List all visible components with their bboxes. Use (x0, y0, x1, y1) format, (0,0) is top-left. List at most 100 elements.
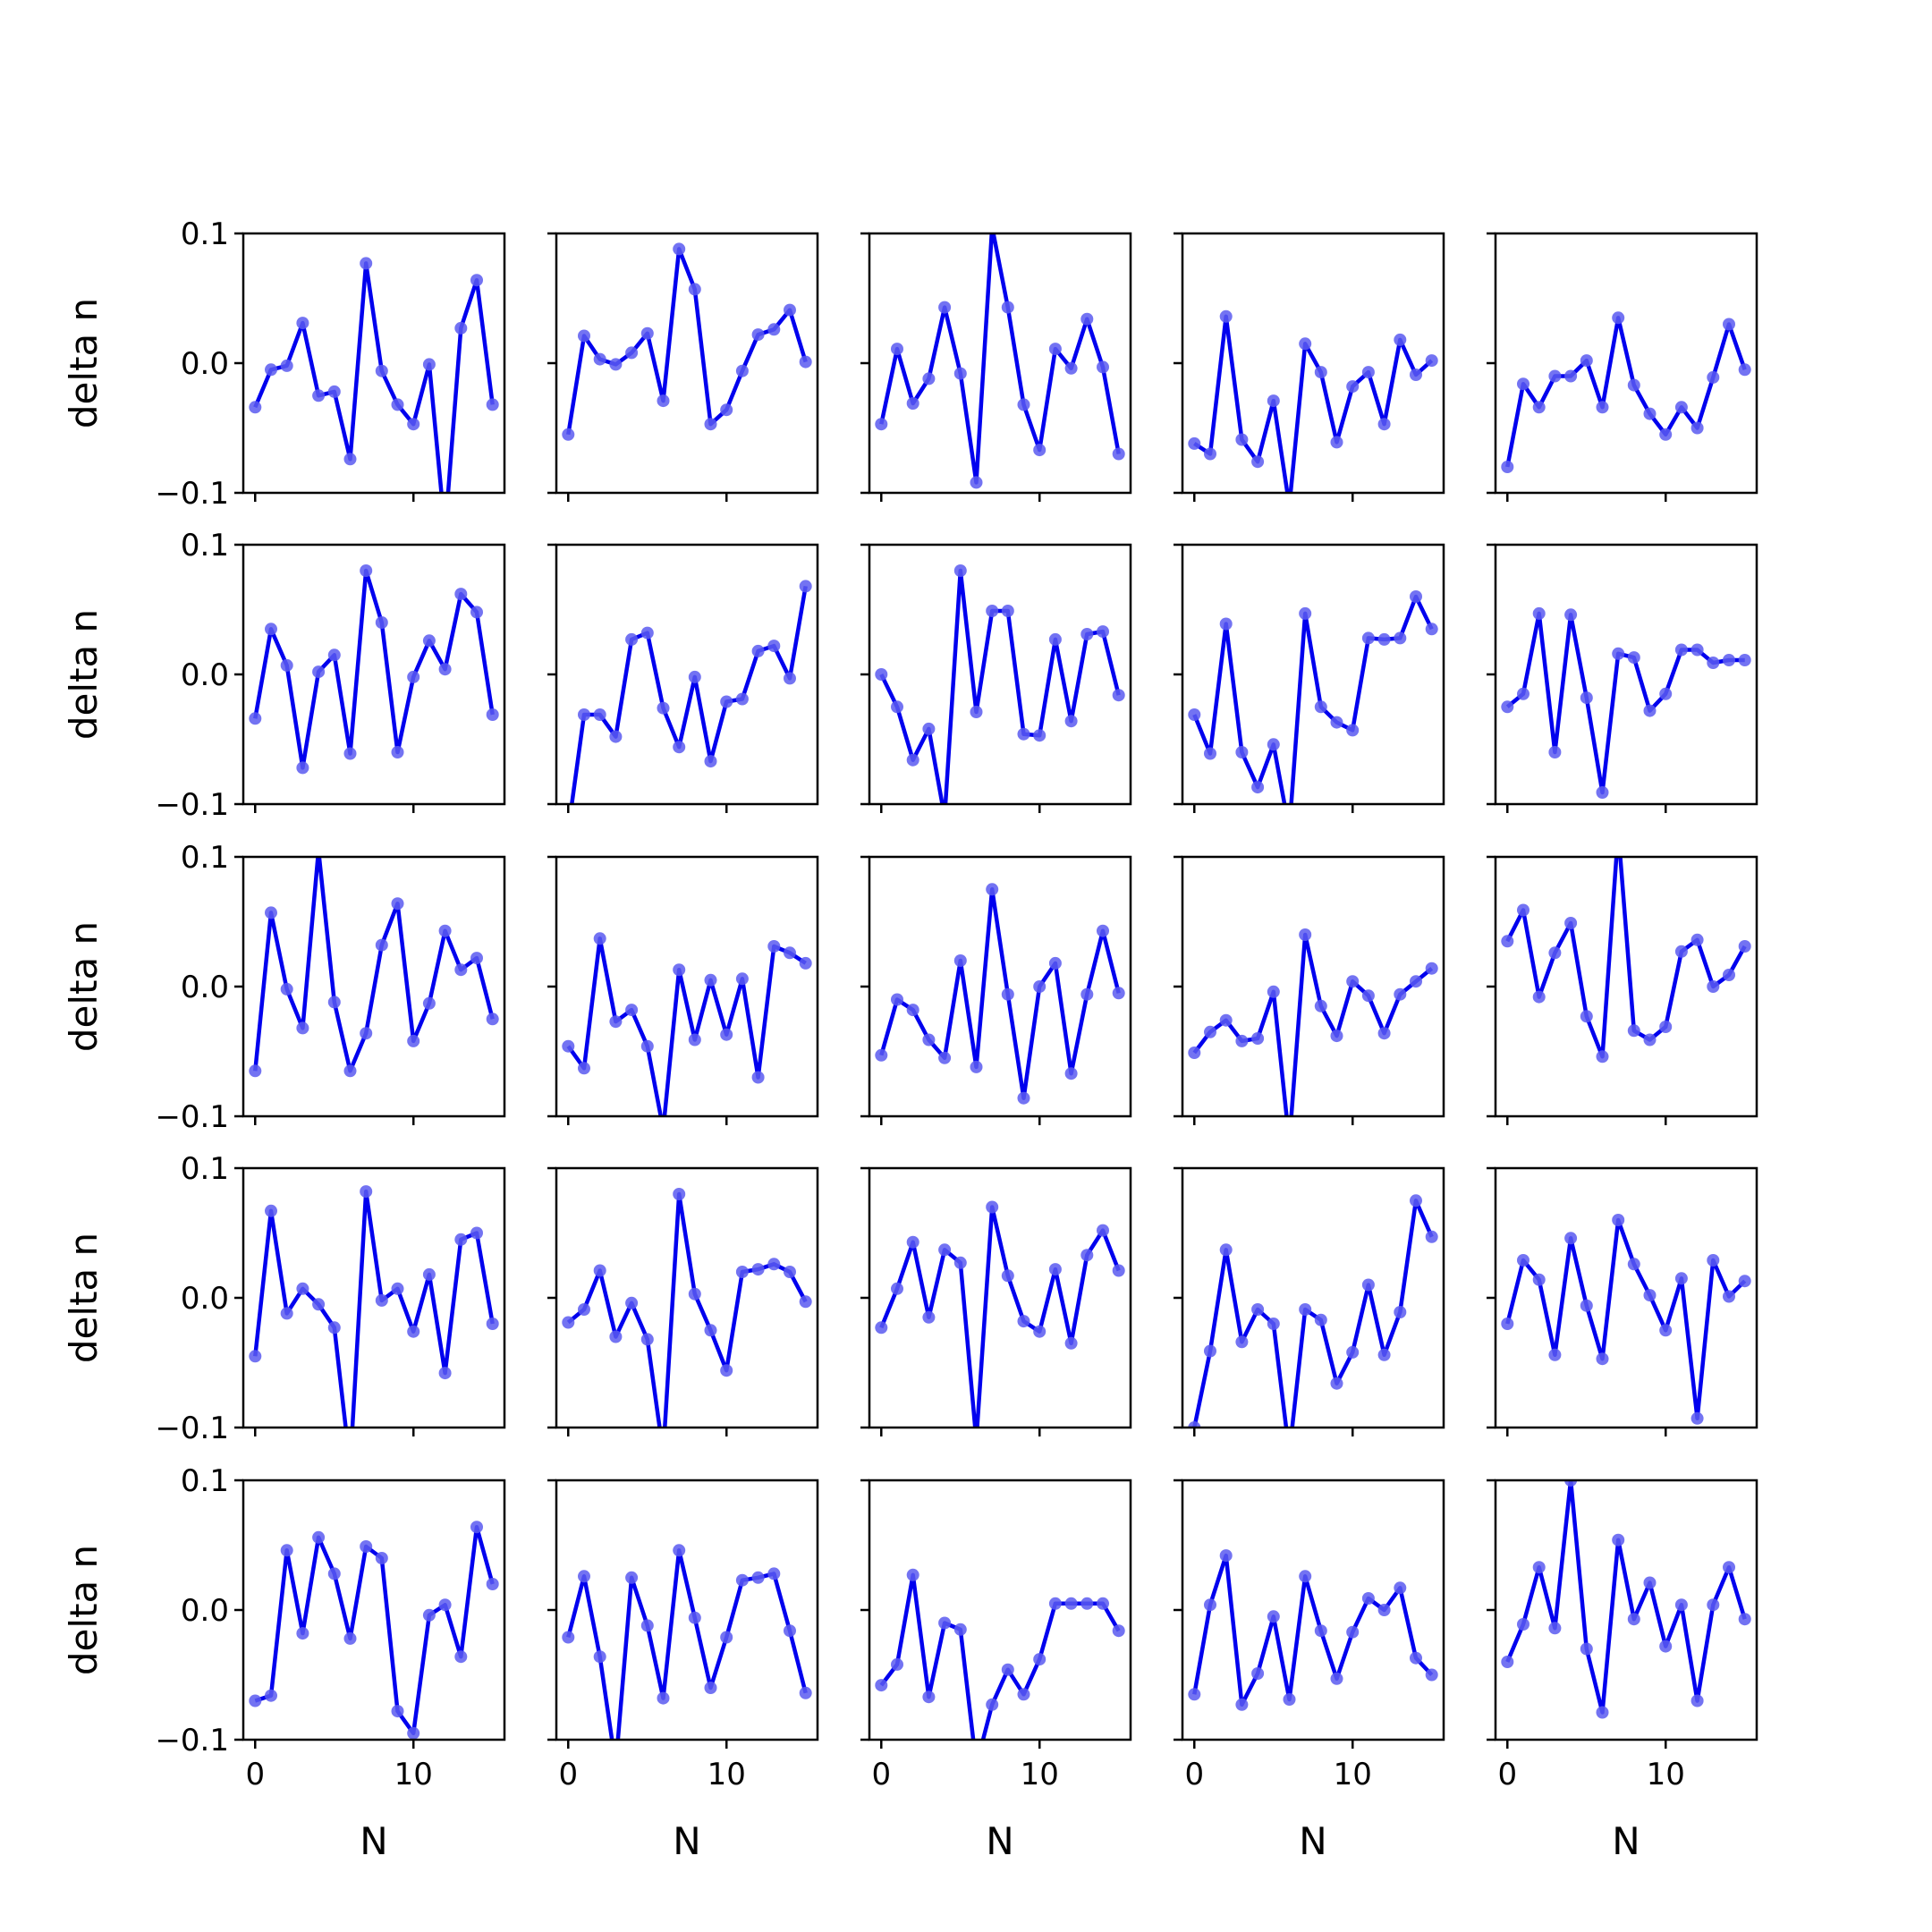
subplot-r1-c2 (547, 232, 819, 502)
data-point (454, 963, 468, 977)
data-point (799, 580, 812, 593)
subplot-r1-c3 (860, 221, 1132, 502)
data-point (875, 1321, 888, 1335)
y-tick-label: 0.0 (181, 346, 229, 382)
subplot-r4-c3 (860, 1166, 1132, 1436)
data-point (360, 1185, 373, 1199)
data-point (1501, 461, 1514, 473)
data-point (312, 665, 326, 679)
data-point (1219, 617, 1233, 631)
data-point (1674, 643, 1688, 657)
data-point (986, 883, 999, 896)
data-point (1033, 1325, 1046, 1338)
data-point (1048, 343, 1062, 356)
data-point (360, 1027, 373, 1040)
data-point (1204, 1344, 1216, 1358)
data-point (1299, 1303, 1312, 1316)
data-point (391, 897, 404, 911)
y-tick-label: 0.1 (181, 840, 229, 876)
data-point (720, 1364, 733, 1377)
data-point (1596, 1706, 1609, 1719)
data-point (1267, 1610, 1280, 1623)
data-point (720, 1631, 733, 1644)
data-point (1188, 1046, 1201, 1059)
data-point (407, 1726, 420, 1740)
x-axis-label: N (1299, 1819, 1326, 1863)
data-point (1627, 1613, 1640, 1626)
data-point (720, 403, 733, 417)
data-point (1251, 455, 1265, 469)
data-point (1033, 1653, 1046, 1666)
data-point (1346, 1345, 1360, 1359)
data-point (470, 274, 483, 287)
data-point (407, 418, 420, 431)
data-point (938, 1243, 952, 1257)
data-point (1017, 727, 1030, 741)
data-point (1532, 1273, 1546, 1286)
data-point (735, 692, 749, 706)
data-point (391, 746, 404, 758)
data-point (1425, 1668, 1438, 1682)
data-point (1674, 1272, 1688, 1285)
data-point (1330, 1672, 1343, 1685)
data-point (1394, 1306, 1407, 1318)
data-point (1299, 1570, 1312, 1583)
data-point (562, 428, 575, 441)
data-point (922, 1690, 936, 1704)
data-point (891, 1282, 903, 1295)
data-point (1425, 623, 1438, 636)
data-point (1080, 987, 1094, 1001)
data-point (1299, 606, 1312, 620)
data-point (296, 1021, 309, 1035)
data-point (688, 1287, 701, 1301)
data-point (704, 1324, 717, 1337)
data-point (1659, 1021, 1673, 1033)
x-tick-label: 10 (1334, 1757, 1372, 1792)
data-point (1659, 1640, 1673, 1653)
data-point (1330, 1377, 1343, 1390)
data-point (1361, 366, 1375, 379)
y-tick-label: −0.1 (155, 1723, 229, 1758)
data-point (1251, 781, 1265, 794)
subplot-r2-c2 (547, 543, 819, 813)
y-axis-label: delta n (62, 1233, 106, 1363)
x-tick-label: 10 (394, 1757, 433, 1792)
data-point (1564, 1480, 1578, 1487)
data-point (1235, 1335, 1249, 1349)
data-point (454, 1650, 468, 1664)
data-point (1080, 1597, 1094, 1610)
data-point (986, 221, 998, 233)
data-point (609, 358, 623, 371)
axes-frame (555, 1166, 819, 1429)
data-point (407, 670, 420, 683)
data-point (688, 670, 701, 683)
data-point (704, 418, 717, 431)
data-point (1643, 407, 1657, 420)
axes-frame (1181, 1166, 1445, 1429)
data-point (922, 722, 936, 735)
data-point (1377, 1348, 1391, 1361)
data-point (1097, 924, 1109, 937)
data-point (312, 1530, 326, 1544)
subplot-r5-c2: 0 10N (547, 1479, 819, 1863)
data-point (1425, 1230, 1438, 1243)
y-axis-label: delta n (62, 609, 106, 740)
data-point (1627, 378, 1640, 392)
data-point (1501, 700, 1514, 714)
data-point (1612, 825, 1624, 837)
data-point (1410, 369, 1422, 381)
series-line (253, 261, 495, 493)
data-point (938, 1051, 952, 1064)
data-point (1017, 1315, 1030, 1328)
data-point (1188, 708, 1201, 721)
subplot-r1-c4 (1174, 232, 1445, 502)
x-tick-label: 10 (1021, 1757, 1059, 1792)
data-point (327, 1321, 341, 1335)
data-point (1707, 370, 1720, 384)
subplot-r2-c4 (1174, 543, 1445, 813)
data-point (391, 398, 404, 411)
data-point (1204, 1025, 1216, 1038)
data-point (1346, 975, 1360, 988)
data-point (422, 1608, 436, 1622)
